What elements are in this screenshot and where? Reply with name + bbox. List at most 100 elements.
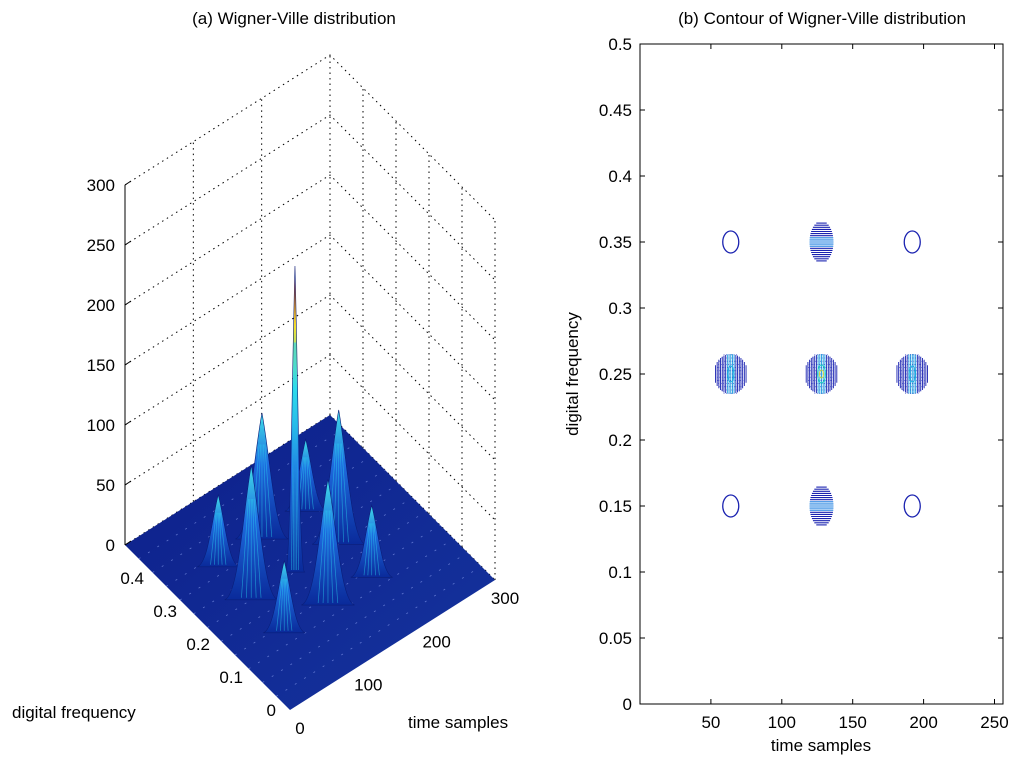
contour-y-tick-label: 0.3	[608, 299, 632, 318]
time-tick-label: 200	[422, 632, 450, 651]
peak-ridge	[292, 342, 295, 571]
frequency-tick-label: 0.1	[219, 668, 243, 687]
grid-line-z	[124, 174, 496, 341]
contour-x-tick-label: 50	[701, 713, 720, 732]
surface-plot-panel: (a) Wigner-Ville distribution 0 50 100 150 2…	[12, 9, 519, 738]
contour-x-tick-label: 150	[839, 713, 867, 732]
peak-ridge	[286, 578, 293, 631]
peak-ridge	[367, 523, 371, 576]
peak-ridge	[341, 443, 349, 543]
contour-core	[727, 365, 735, 383]
surface-plot-title: (a) Wigner-Ville distribution	[192, 9, 396, 28]
peak-ridge	[253, 498, 262, 598]
contour-y-tick-label: 0.15	[599, 497, 632, 516]
contour-y-tick-label: 0.4	[608, 167, 632, 186]
frequency-axis-ticks: 0 0.1 0.2 0.3 0.4	[120, 569, 276, 720]
peak-ridge	[339, 443, 344, 543]
time-tick-label: 0	[295, 719, 304, 738]
contour-blob	[809, 486, 834, 526]
z-tick-label: 200	[87, 296, 115, 315]
contour-y-tick-label: 0	[623, 695, 632, 714]
contour-y-tick-label: 0.35	[599, 233, 632, 252]
peak-ridge	[280, 578, 284, 631]
contour-y-tick-label: 0.25	[599, 365, 632, 384]
peak-ridge	[245, 498, 251, 598]
z-tick	[124, 360, 132, 366]
z-tick-label: 250	[87, 236, 115, 255]
peak-ridge	[214, 512, 218, 565]
floor-dash	[138, 428, 344, 560]
contour-ring	[903, 230, 921, 254]
contour-core-inner	[819, 369, 824, 379]
frequency-tick-label: 0.4	[120, 569, 144, 588]
contour-core	[908, 365, 916, 383]
time-tick-label: 100	[354, 676, 382, 695]
surface-peaks	[197, 266, 393, 634]
peak-ridge	[330, 510, 339, 604]
contour-y-ticks: 0 0.05 0.1 0.15 0.2 0.25 0.3 0.35 0.4 0.45 0.5	[599, 35, 1003, 714]
peak-ridge	[263, 444, 268, 538]
contour-blob	[722, 230, 740, 254]
peak-ridge	[210, 512, 217, 565]
peak-ridge	[307, 457, 314, 510]
contour-blob	[715, 354, 747, 394]
floor-dash	[276, 565, 482, 697]
contour-blob	[903, 494, 921, 518]
contour-blob	[896, 354, 928, 394]
peak-ridge	[322, 510, 327, 604]
contour-y-tick-label: 0.45	[599, 101, 632, 120]
contour-y-tick-label: 0.1	[608, 563, 632, 582]
contour-ring	[722, 230, 740, 254]
contour-x-tick-label: 200	[909, 713, 937, 732]
peak-ridge	[372, 523, 376, 576]
contour-blob	[722, 494, 740, 518]
frequency-tick-label: 0.3	[153, 602, 177, 621]
contour-x-tick-label: 100	[768, 713, 796, 732]
grid-line-z	[124, 114, 496, 281]
peak-ridge	[317, 510, 326, 604]
contour-plot-panel: (b) Contour of Wigner-Ville distribution…	[563, 9, 1009, 755]
surface-xlabel: time samples	[408, 713, 508, 732]
contour-blobs	[715, 222, 928, 526]
grid-line-z	[124, 354, 496, 521]
z-tick-label: 150	[87, 356, 115, 375]
z-tick	[124, 240, 132, 246]
z-tick-label: 50	[96, 476, 115, 495]
peak-ridge	[291, 342, 295, 571]
frequency-tick-label: 0.2	[186, 635, 210, 654]
contour-ring	[722, 494, 740, 518]
contour-blob	[809, 222, 834, 262]
peak-ridge	[276, 578, 283, 631]
z-tick	[124, 540, 132, 546]
contour-plot-title: (b) Contour of Wigner-Ville distribution	[678, 9, 966, 28]
contour-y-tick-label: 0.05	[599, 629, 632, 648]
z-tick	[124, 180, 132, 186]
z-tick	[124, 300, 132, 306]
peak-ridge	[373, 523, 380, 576]
z-tick-label: 0	[106, 536, 115, 555]
contour-core	[817, 364, 826, 384]
time-tick-label: 300	[491, 589, 519, 608]
peak-ridge	[295, 342, 298, 571]
contour-x-ticks: 50 100 150 200 250	[701, 44, 1009, 732]
contour-blob	[903, 230, 921, 254]
peak-ridge	[301, 457, 305, 510]
surface-ylabel: digital frequency	[12, 703, 136, 722]
z-axis-ticks: 0 50 100 150 200 250 300	[87, 176, 132, 555]
grid-line-z	[124, 54, 496, 221]
floor-dash	[262, 552, 468, 683]
contour-y-tick-label: 0.2	[608, 431, 632, 450]
peak-ridge	[284, 578, 289, 631]
contour-ring	[903, 494, 921, 518]
z-tick	[124, 420, 132, 426]
contour-xlabel: time samples	[771, 736, 871, 755]
peak-ridge	[241, 498, 249, 598]
time-axis-ticks: 0 100 200 300	[295, 589, 519, 738]
grid-line-z	[124, 234, 496, 401]
z-tick	[124, 480, 132, 486]
contour-y-tick-label: 0.5	[608, 35, 632, 54]
grid-line-z	[124, 294, 496, 461]
peak-ridge	[295, 342, 299, 571]
peak-ridge	[252, 498, 257, 598]
